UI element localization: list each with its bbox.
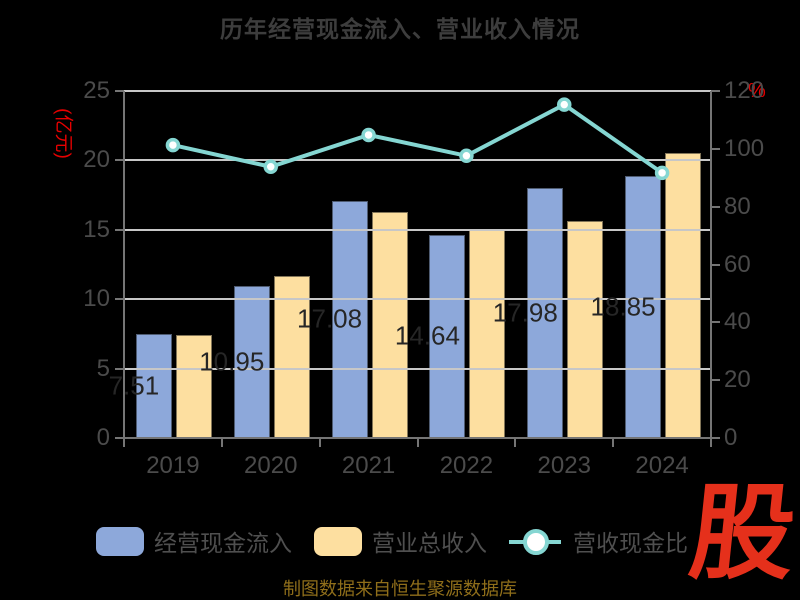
gridline xyxy=(124,228,711,231)
bar-value-label: 17.08 xyxy=(297,303,363,334)
bar-cash-inflow xyxy=(625,176,662,438)
legend-swatch-cash-inflow xyxy=(96,526,144,556)
bar-value-label: 10.95 xyxy=(199,346,265,377)
left-y-axis-line xyxy=(123,91,125,438)
legend-item-cash-ratio[interactable]: 营收现金比 xyxy=(509,524,688,558)
right-axis-tick xyxy=(711,263,720,266)
y2-axis-tick-label: 120 xyxy=(724,77,765,104)
bar-value-label: 7.51 xyxy=(108,370,160,401)
x-axis-label: 2023 xyxy=(537,452,591,479)
gridline xyxy=(124,298,711,301)
y-axis-tick-label: 0 xyxy=(96,424,110,451)
legend-swatch-total-revenue xyxy=(314,526,362,556)
bar-cash-inflow xyxy=(233,286,270,438)
right-axis-tick xyxy=(711,437,720,439)
x-axis-tick xyxy=(612,438,615,447)
y-axis-tick-label: 10 xyxy=(83,285,110,313)
left-axis-tick xyxy=(115,298,124,301)
y2-axis-tick-label: 20 xyxy=(724,366,751,394)
left-axis-tick xyxy=(115,90,124,92)
right-axis-tick xyxy=(711,379,720,382)
bar-total-revenue xyxy=(469,229,506,438)
right-axis-tick xyxy=(711,90,720,92)
y-axis-tick-label: 15 xyxy=(83,215,110,243)
x-axis-label: 2024 xyxy=(635,452,689,479)
legend-label-total-revenue: 营业总收入 xyxy=(372,530,487,556)
y2-axis-tick-label: 0 xyxy=(724,424,738,451)
y2-axis-tick-label: 100 xyxy=(724,134,765,162)
legend: 经营现金流入 营业总收入 营收现金比 xyxy=(96,524,710,558)
legend-label-cash-ratio: 营收现金比 xyxy=(573,530,688,556)
ratio-point xyxy=(263,159,278,175)
y2-axis-tick-label: 80 xyxy=(724,192,751,220)
bar-value-label: 17.98 xyxy=(492,297,558,328)
x-axis-label: 2020 xyxy=(244,452,298,479)
bar-total-revenue xyxy=(273,276,310,438)
left-axis-tick xyxy=(115,367,124,370)
x-axis-tick xyxy=(514,438,517,447)
y-axis-tick-label: 25 xyxy=(83,77,110,104)
left-axis-tick xyxy=(115,228,124,231)
bar-total-revenue xyxy=(175,335,212,438)
legend-item-total-revenue[interactable]: 营业总收入 xyxy=(314,524,487,558)
left-axis-tick xyxy=(115,437,124,439)
y-axis-tick-label: 20 xyxy=(83,146,110,174)
ratio-point xyxy=(361,127,376,143)
gridline xyxy=(124,367,711,370)
y2-axis-tick-label: 40 xyxy=(724,308,751,336)
gridline xyxy=(124,159,711,162)
bar-cash-inflow xyxy=(135,333,172,438)
bar-cash-inflow xyxy=(429,234,466,438)
line-marker-icon xyxy=(509,527,561,556)
x-axis-tick xyxy=(710,438,712,447)
y2-axis-tick-label: 60 xyxy=(724,250,751,278)
legend-item-cash-inflow[interactable]: 经营现金流入 xyxy=(96,524,292,558)
x-axis-label: 2019 xyxy=(146,452,200,479)
bar-total-revenue xyxy=(665,152,702,438)
brand-logo: 股 xyxy=(684,476,800,592)
ratio-point xyxy=(557,97,572,112)
x-axis-tick xyxy=(123,438,125,447)
right-axis-tick xyxy=(711,147,720,150)
data-source-note: 制图数据来自恒生聚源数据库 xyxy=(283,579,517,599)
x-axis-tick xyxy=(220,438,223,447)
bar-cash-inflow xyxy=(331,200,368,438)
x-axis-label: 2021 xyxy=(341,452,396,479)
bar-value-label: 18.85 xyxy=(590,291,656,322)
x-axis-label: 2022 xyxy=(439,452,494,479)
right-axis-unit-label: % xyxy=(748,80,766,102)
legend-label-cash-inflow: 经营现金流入 xyxy=(154,530,292,556)
y-axis-tick-label: 5 xyxy=(96,354,110,382)
bar-total-revenue xyxy=(567,221,604,438)
x-axis-tick xyxy=(318,438,321,447)
chart-title: 历年经营现金流入、营业收入情况 xyxy=(220,16,580,42)
ratio-line xyxy=(172,102,664,175)
right-axis-tick xyxy=(711,205,720,208)
right-axis-tick xyxy=(711,321,720,324)
gridline xyxy=(124,90,711,92)
x-axis-tick xyxy=(416,438,419,447)
ratio-point xyxy=(165,137,181,153)
bar-total-revenue xyxy=(371,211,408,438)
bar-value-label: 14.64 xyxy=(394,320,460,351)
left-axis-tick xyxy=(115,159,124,162)
